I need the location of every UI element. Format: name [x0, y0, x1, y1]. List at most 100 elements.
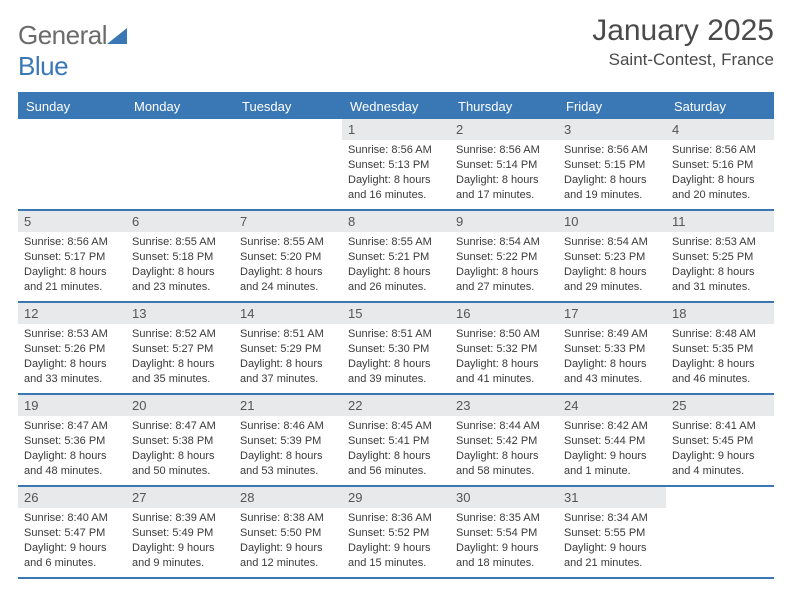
calendar-cell: 20 Sunrise: 8:47 AMSunset: 5:38 PMDayligh… [126, 395, 234, 485]
daylight-text: Daylight: 9 hours and 1 minute. [564, 449, 660, 479]
cell-body: Sunrise: 8:41 AMSunset: 5:45 PMDaylight:… [666, 416, 774, 484]
calendar-cell: 22Sunrise: 8:45 AMSunset: 5:41 PMDayligh… [342, 395, 450, 485]
calendar-cell: 5Sunrise: 8:56 AMSunset: 5:17 PMDaylight… [18, 211, 126, 301]
sunrise-text: Sunrise: 8:56 AM [564, 143, 660, 158]
daylight-text: Daylight: 8 hours and 23 minutes. [132, 265, 228, 295]
date-number: 4 [666, 119, 774, 140]
sunset-text: Sunset: 5:16 PM [672, 158, 768, 173]
sunset-text: Sunset: 5:32 PM [456, 342, 552, 357]
calendar-cell: 30Sunrise: 8:35 AMSunset: 5:54 PMDayligh… [450, 487, 558, 577]
date-number: 15 [342, 303, 450, 324]
sunrise-text: Sunrise: 8:55 AM [240, 235, 336, 250]
sunrise-text: Sunrise: 8:54 AM [456, 235, 552, 250]
cell-body: Sunrise: 8:50 AMSunset: 5:32 PMDaylight:… [450, 324, 558, 392]
cell-body: Sunrise: 8:56 AMSunset: 5:13 PMDaylight:… [342, 140, 450, 208]
date-number: 21 [234, 395, 342, 416]
calendar-cell: 12Sunrise: 8:53 AMSunset: 5:26 PMDayligh… [18, 303, 126, 393]
sunset-text: Sunset: 5:29 PM [240, 342, 336, 357]
sunrise-text: Sunrise: 8:40 AM [24, 511, 120, 526]
date-number: 18 [666, 303, 774, 324]
sunrise-text: Sunrise: 8:44 AM [456, 419, 552, 434]
cell-body: Sunrise: 8:34 AMSunset: 5:55 PMDaylight:… [558, 508, 666, 576]
daylight-text: Daylight: 9 hours and 4 minutes. [672, 449, 768, 479]
calendar-cell: 8Sunrise: 8:55 AMSunset: 5:21 PMDaylight… [342, 211, 450, 301]
sunrise-text: Sunrise: 8:56 AM [456, 143, 552, 158]
daylight-text: Daylight: 8 hours and 37 minutes. [240, 357, 336, 387]
sunrise-text: Sunrise: 8:49 AM [564, 327, 660, 342]
sunset-text: Sunset: 5:44 PM [564, 434, 660, 449]
title-block: January 2025 Saint-Contest, France [592, 14, 774, 70]
daylight-text: Daylight: 8 hours and 19 minutes. [564, 173, 660, 203]
calendar-cell: 16Sunrise: 8:50 AMSunset: 5:32 PMDayligh… [450, 303, 558, 393]
date-number: 6 [126, 211, 234, 232]
daylight-text: Daylight: 8 hours and 41 minutes. [456, 357, 552, 387]
cell-body: Sunrise: 8:52 AMSunset: 5:27 PMDaylight:… [126, 324, 234, 392]
date-number: 9 [450, 211, 558, 232]
sunset-text: Sunset: 5:52 PM [348, 526, 444, 541]
sunset-text: Sunset: 5:20 PM [240, 250, 336, 265]
sunset-text: Sunset: 5:41 PM [348, 434, 444, 449]
daylight-text: Daylight: 9 hours and 15 minutes. [348, 541, 444, 571]
calendar-cell: 25Sunrise: 8:41 AMSunset: 5:45 PMDayligh… [666, 395, 774, 485]
date-number: 11 [666, 211, 774, 232]
cell-body: Sunrise: 8:36 AMSunset: 5:52 PMDaylight:… [342, 508, 450, 576]
daylight-text: Daylight: 8 hours and 35 minutes. [132, 357, 228, 387]
date-number: 14 [234, 303, 342, 324]
sunrise-text: Sunrise: 8:47 AM [132, 419, 228, 434]
sunset-text: Sunset: 5:38 PM [132, 434, 228, 449]
logo-text-2: Blue [18, 51, 68, 81]
daylight-text: Daylight: 9 hours and 12 minutes. [240, 541, 336, 571]
calendar-cell: 1Sunrise: 8:56 AMSunset: 5:13 PMDaylight… [342, 119, 450, 209]
week-row: 5Sunrise: 8:56 AMSunset: 5:17 PMDaylight… [18, 211, 774, 303]
week-row: 19Sunrise: 8:47 AMSunset: 5:36 PMDayligh… [18, 395, 774, 487]
calendar-cell: 14 Sunrise: 8:51 AMSunset: 5:29 PMDayligh… [234, 303, 342, 393]
date-number: 2 [450, 119, 558, 140]
day-header: Wednesday [342, 94, 450, 119]
calendar-cell: 6Sunrise: 8:55 AMSunset: 5:18 PMDaylight… [126, 211, 234, 301]
logo: General Blue [18, 14, 127, 82]
calendar-cell [18, 119, 126, 209]
weeks-container: 1Sunrise: 8:56 AMSunset: 5:13 PMDaylight… [18, 119, 774, 579]
date-number: 3 [558, 119, 666, 140]
day-header: Friday [558, 94, 666, 119]
sunset-text: Sunset: 5:25 PM [672, 250, 768, 265]
calendar-cell: 27Sunrise: 8:39 AMSunset: 5:49 PMDayligh… [126, 487, 234, 577]
sunrise-text: Sunrise: 8:46 AM [240, 419, 336, 434]
header: General Blue January 2025 Saint-Contest,… [18, 14, 774, 82]
sunset-text: Sunset: 5:47 PM [24, 526, 120, 541]
cell-body: Sunrise: 8:49 AMSunset: 5:33 PMDaylight:… [558, 324, 666, 392]
daylight-text: Daylight: 8 hours and 31 minutes. [672, 265, 768, 295]
date-number: 1 [342, 119, 450, 140]
cell-body: Sunrise: 8:48 AMSunset: 5:35 PMDaylight:… [666, 324, 774, 392]
cell-body: Sunrise: 8:53 AMSunset: 5:25 PMDaylight:… [666, 232, 774, 300]
date-number: 20 [126, 395, 234, 416]
week-row: 12Sunrise: 8:53 AMSunset: 5:26 PMDayligh… [18, 303, 774, 395]
cell-body: Sunrise: 8:39 AMSunset: 5:49 PMDaylight:… [126, 508, 234, 576]
sunset-text: Sunset: 5:21 PM [348, 250, 444, 265]
sunrise-text: Sunrise: 8:51 AM [240, 327, 336, 342]
daylight-text: Daylight: 8 hours and 26 minutes. [348, 265, 444, 295]
calendar-cell: 7Sunrise: 8:55 AMSunset: 5:20 PMDaylight… [234, 211, 342, 301]
sunrise-text: Sunrise: 8:39 AM [132, 511, 228, 526]
calendar-cell: 19Sunrise: 8:47 AMSunset: 5:36 PMDayligh… [18, 395, 126, 485]
cell-body: Sunrise: 8:54 AMSunset: 5:23 PMDaylight:… [558, 232, 666, 300]
sunrise-text: Sunrise: 8:56 AM [348, 143, 444, 158]
sunset-text: Sunset: 5:18 PM [132, 250, 228, 265]
sunset-text: Sunset: 5:55 PM [564, 526, 660, 541]
calendar-cell: 28Sunrise: 8:38 AMSunset: 5:50 PMDayligh… [234, 487, 342, 577]
cell-body: Sunrise: 8:55 AMSunset: 5:20 PMDaylight:… [234, 232, 342, 300]
sunrise-text: Sunrise: 8:55 AM [348, 235, 444, 250]
calendar-cell: 29Sunrise: 8:36 AMSunset: 5:52 PMDayligh… [342, 487, 450, 577]
daylight-text: Daylight: 8 hours and 24 minutes. [240, 265, 336, 295]
sunset-text: Sunset: 5:42 PM [456, 434, 552, 449]
date-number: 26 [18, 487, 126, 508]
date-number: 19 [18, 395, 126, 416]
date-number: 16 [450, 303, 558, 324]
calendar-cell: 31Sunrise: 8:34 AMSunset: 5:55 PMDayligh… [558, 487, 666, 577]
cell-body: Sunrise: 8:55 AMSunset: 5:21 PMDaylight:… [342, 232, 450, 300]
daylight-text: Daylight: 8 hours and 20 minutes. [672, 173, 768, 203]
daylight-text: Daylight: 8 hours and 50 minutes. [132, 449, 228, 479]
calendar-cell: 9Sunrise: 8:54 AMSunset: 5:22 PMDaylight… [450, 211, 558, 301]
cell-body: Sunrise: 8:56 AMSunset: 5:14 PMDaylight:… [450, 140, 558, 208]
month-title: January 2025 [592, 14, 774, 48]
